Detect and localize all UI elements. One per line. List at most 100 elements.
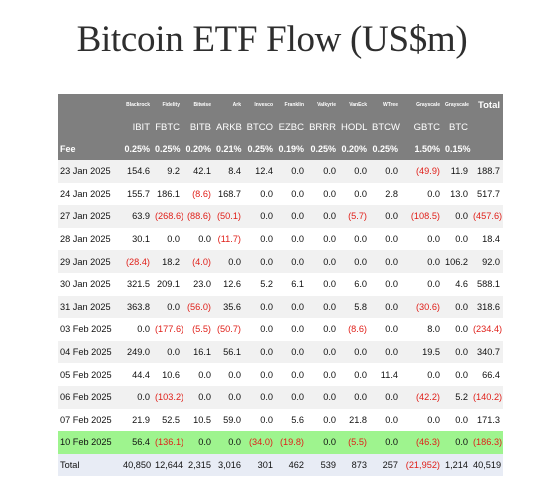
- flow-value-cell: 0.0: [370, 408, 401, 432]
- fee-total-blank-cell: [471, 138, 503, 160]
- flow-value-cell: 12.4: [244, 160, 276, 183]
- flow-value-cell: 44.4: [121, 363, 153, 386]
- table-row: 24 Jan 2025 155.7 186.1 (8.6) 168.7 0.0 0.0 0.0…: [58, 182, 503, 206]
- flow-value-cell: (88.6): [183, 205, 214, 228]
- issuer-header-cell: Invesco: [244, 94, 276, 116]
- totals-value-cell: 539: [307, 453, 339, 476]
- table-row: 03 Feb 2025 0.0 (177.6) (5.5) (50.7) 0.0 0.0 0.…: [58, 318, 503, 341]
- date-cell: 23 Jan 2025: [58, 160, 121, 183]
- flow-value-cell: 0.0: [121, 385, 153, 409]
- date-cell: 28 Jan 2025: [58, 227, 121, 251]
- issuer-corner-cell: [58, 94, 121, 116]
- flow-value-cell: 11.4: [370, 363, 401, 386]
- issuer-header-row: Blackrock Fidelity Bitwise Ark Invesco Frankl…: [58, 94, 503, 116]
- flow-value-cell: (56.0): [183, 295, 214, 319]
- date-cell: 27 Jan 2025: [58, 205, 121, 228]
- flow-value-cell: 0.0: [443, 431, 471, 454]
- flow-value-cell: 0.0: [370, 160, 401, 183]
- flow-value-cell: (46.3): [401, 431, 443, 454]
- flow-value-cell: 0.0: [443, 340, 471, 364]
- row-total-cell: (186.3): [471, 431, 503, 454]
- flow-value-cell: 0.0: [443, 295, 471, 319]
- flow-value-cell: 0.0: [339, 363, 370, 386]
- issuer-header-cell: Grayscale: [443, 94, 471, 116]
- flow-value-cell: 2.8: [370, 182, 401, 206]
- date-cell: 31 Jan 2025: [58, 295, 121, 319]
- flow-value-cell: (5.5): [183, 318, 214, 341]
- flow-value-cell: 5.2: [244, 272, 276, 296]
- flow-value-cell: 0.0: [121, 318, 153, 341]
- flow-value-cell: 0.0: [370, 340, 401, 364]
- date-cell: 10 Feb 2025: [58, 431, 121, 454]
- fee-cell: 0.19%: [276, 138, 307, 160]
- flow-value-cell: 0.0: [401, 250, 443, 273]
- flow-value-cell: (11.7): [214, 227, 244, 251]
- flow-value-cell: 10.5: [183, 408, 214, 432]
- row-total-cell: 517.7: [471, 182, 503, 206]
- ticker-header-cell: EZBC: [276, 116, 307, 138]
- ticker-header-cell: BTCO: [244, 116, 276, 138]
- flow-value-cell: 0.0: [307, 363, 339, 386]
- table-row: 06 Feb 2025 0.0 (103.2) 0.0 0.0 0.0 0.0 0.0 0.0 0…: [58, 385, 503, 409]
- flow-value-cell: 13.0: [443, 182, 471, 206]
- fee-cell: 0.15%: [443, 138, 471, 160]
- totals-value-cell: 3,016: [214, 453, 244, 476]
- flow-value-cell: 0.0: [370, 295, 401, 319]
- flow-value-cell: 23.0: [183, 272, 214, 296]
- flow-value-cell: 0.0: [244, 408, 276, 432]
- issuer-header-cell: Valkyrie: [307, 94, 339, 116]
- fee-cell: 0.21%: [214, 138, 244, 160]
- flow-value-cell: 0.0: [153, 295, 183, 319]
- flow-value-cell: 0.0: [307, 408, 339, 432]
- flow-value-cell: 0.0: [244, 340, 276, 364]
- ticker-header-cell: ARKB: [214, 116, 244, 138]
- ticker-header-cell: FBTC: [153, 116, 183, 138]
- flow-value-cell: 56.4: [121, 431, 153, 454]
- table-row: 07 Feb 2025 21.9 52.5 10.5 59.0 0.0 5.6 0.0 21.8…: [58, 408, 503, 432]
- totals-row: Total 40,850 12,644 2,315 3,016 301 462 539 873 2…: [58, 453, 503, 476]
- flow-value-cell: 0.0: [339, 160, 370, 183]
- flow-value-cell: 0.0: [443, 205, 471, 228]
- ticker-header-cell: BRRR: [307, 116, 339, 138]
- table-row: 23 Jan 2025 154.6 9.2 42.1 8.4 12.4 0.0 0.0 0.0 0…: [58, 160, 503, 183]
- flow-value-cell: (136.1): [153, 431, 183, 454]
- fee-cell: 0.20%: [183, 138, 214, 160]
- flow-value-cell: 18.2: [153, 250, 183, 273]
- flow-value-cell: 0.0: [401, 227, 443, 251]
- flow-value-cell: 8.0: [401, 318, 443, 341]
- row-total-cell: 188.7: [471, 160, 503, 183]
- row-total-cell: 92.0: [471, 250, 503, 273]
- flow-value-cell: 0.0: [153, 340, 183, 364]
- issuer-header-cell: Franklin: [276, 94, 307, 116]
- ticker-total-blank-cell: [471, 116, 503, 138]
- flow-value-cell: 0.0: [339, 250, 370, 273]
- flow-value-cell: (108.5): [401, 205, 443, 228]
- issuer-header-cell: WTree: [370, 94, 401, 116]
- flow-value-cell: 0.0: [244, 227, 276, 251]
- flow-value-cell: 0.0: [401, 363, 443, 386]
- date-cell: 05 Feb 2025: [58, 363, 121, 386]
- flow-value-cell: (49.9): [401, 160, 443, 183]
- flow-value-cell: 0.0: [183, 385, 214, 409]
- flow-value-cell: 155.7: [121, 182, 153, 206]
- table-row: 29 Jan 2025 (28.4) 18.2 (4.0) 0.0 0.0 0.0 0.0 0.…: [58, 250, 503, 273]
- flow-value-cell: (103.2): [153, 385, 183, 409]
- ticker-header-row: IBIT FBTC BITB ARKB BTCO EZBC BRRR HODL BTCW GBTC…: [58, 116, 503, 138]
- flow-value-cell: 12.6: [214, 272, 244, 296]
- flow-value-cell: 0.0: [244, 205, 276, 228]
- table-row: 28 Jan 2025 30.1 0.0 0.0 (11.7) 0.0 0.0 0.0 0.0 0…: [58, 227, 503, 251]
- totals-value-cell: 1,214: [443, 453, 471, 476]
- flow-value-cell: 0.0: [276, 318, 307, 341]
- flow-value-cell: (50.1): [214, 205, 244, 228]
- issuer-header-cell: Fidelity: [153, 94, 183, 116]
- flow-value-cell: 52.5: [153, 408, 183, 432]
- flow-value-cell: 0.0: [183, 363, 214, 386]
- flow-value-cell: 0.0: [339, 340, 370, 364]
- flow-value-cell: 0.0: [401, 408, 443, 432]
- flow-value-cell: 363.8: [121, 295, 153, 319]
- ticker-header-cell: BITB: [183, 116, 214, 138]
- flow-value-cell: 56.1: [214, 340, 244, 364]
- flow-value-cell: 0.0: [370, 431, 401, 454]
- grand-total-cell: 40,519: [471, 453, 503, 476]
- totals-value-cell: 873: [339, 453, 370, 476]
